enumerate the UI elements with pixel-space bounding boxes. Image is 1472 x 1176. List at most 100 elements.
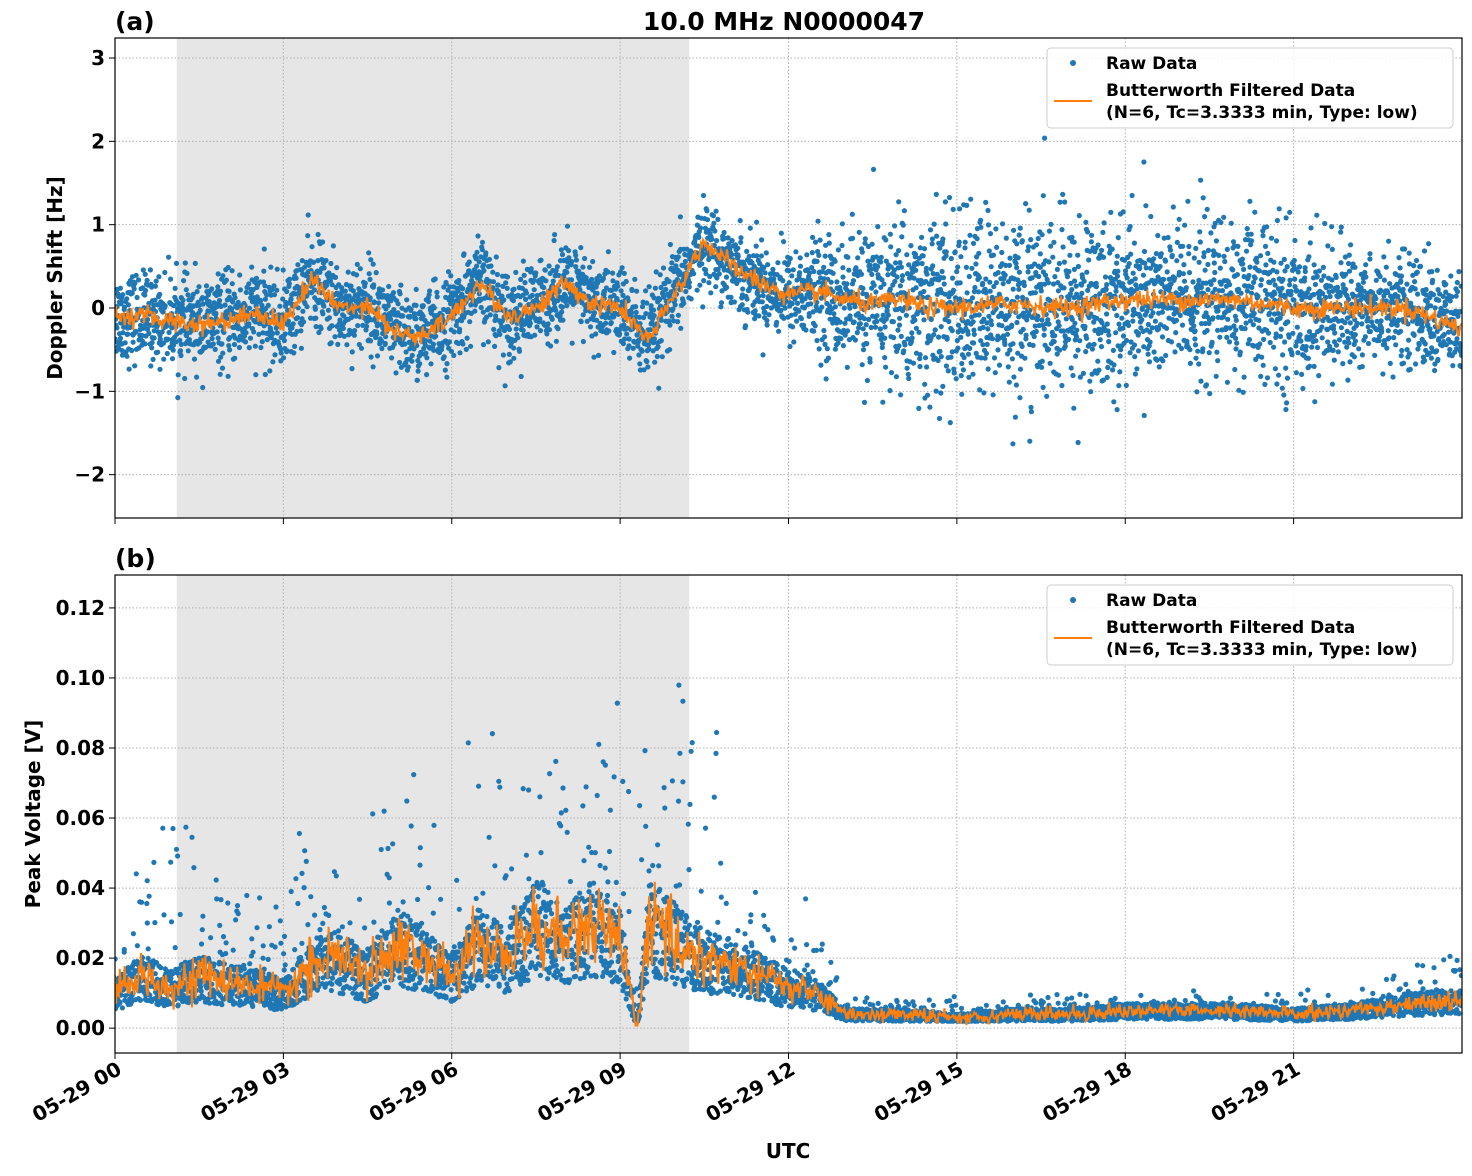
raw-data-point (951, 288, 956, 293)
raw-data-point (1004, 236, 1009, 241)
raw-data-point (655, 354, 660, 359)
raw-data-point (352, 328, 357, 333)
raw-data-point (1353, 332, 1358, 337)
raw-data-point (1026, 269, 1031, 274)
raw-data-point (1315, 345, 1320, 350)
raw-data-point (1067, 253, 1072, 258)
raw-data-point (863, 332, 868, 337)
raw-data-point (895, 274, 900, 279)
raw-data-point (1332, 330, 1337, 335)
raw-data-point (274, 288, 279, 293)
raw-data-point (1161, 277, 1166, 282)
raw-data-point (899, 265, 904, 270)
raw-data-point (1106, 339, 1111, 344)
raw-data-point (223, 302, 228, 307)
raw-data-point (313, 316, 318, 321)
raw-data-point (254, 276, 259, 281)
raw-data-point (1212, 260, 1217, 265)
raw-data-point (993, 226, 998, 231)
raw-data-point (1031, 343, 1036, 348)
raw-data-point (1058, 200, 1063, 205)
raw-data-point (343, 289, 348, 294)
raw-data-point (352, 333, 357, 338)
raw-data-point (547, 263, 552, 268)
raw-data-point (224, 278, 229, 283)
raw-data-point (1007, 380, 1012, 385)
raw-data-point (1104, 287, 1109, 292)
raw-data-point (1195, 349, 1200, 354)
raw-data-point (1170, 253, 1175, 258)
raw-data-point (452, 329, 457, 334)
raw-data-point (271, 283, 276, 288)
raw-data-point (770, 267, 775, 272)
raw-data-point (841, 343, 846, 348)
raw-data-point (1079, 291, 1084, 296)
raw-data-point (1229, 221, 1234, 226)
raw-data-point (698, 225, 703, 230)
raw-data-point (451, 353, 456, 358)
raw-data-point (794, 319, 799, 324)
raw-data-point (513, 270, 518, 275)
raw-data-point (940, 236, 945, 241)
raw-data-point (1413, 286, 1418, 291)
raw-data-point (118, 336, 123, 341)
raw-data-point (1050, 255, 1055, 260)
raw-data-point (610, 271, 615, 276)
raw-data-point (1193, 356, 1198, 361)
raw-data-point (980, 281, 985, 286)
y-tick-label: 2 (91, 129, 105, 153)
raw-data-point (896, 343, 901, 348)
raw-data-point (1352, 354, 1357, 359)
raw-data-point (246, 321, 251, 326)
raw-data-point (1404, 282, 1409, 287)
raw-data-point (930, 241, 935, 246)
raw-data-point (1148, 339, 1153, 344)
raw-data-point (853, 337, 858, 342)
raw-data-point (1244, 249, 1249, 254)
raw-data-point (1169, 339, 1174, 344)
raw-data-point (195, 289, 200, 294)
raw-data-point (253, 372, 258, 377)
raw-data-point (1275, 311, 1280, 316)
raw-data-point (1216, 253, 1221, 258)
raw-data-point (1132, 241, 1137, 246)
raw-data-point (1287, 278, 1292, 283)
raw-data-point (653, 286, 658, 291)
raw-data-point (580, 265, 585, 270)
raw-data-point (873, 289, 878, 294)
raw-data-point (1206, 248, 1211, 253)
raw-data-point (695, 288, 700, 293)
raw-data-point (1274, 238, 1279, 243)
y-tick-label: 0 (91, 296, 105, 320)
raw-data-point (1147, 359, 1152, 364)
raw-data-point (1321, 273, 1326, 278)
raw-data-point (198, 308, 203, 313)
raw-data-point (930, 263, 935, 268)
raw-data-point (948, 420, 953, 425)
raw-data-point (1300, 386, 1305, 391)
raw-data-point (132, 286, 137, 291)
raw-data-point (645, 364, 650, 369)
raw-data-point (879, 255, 884, 260)
raw-data-point (344, 342, 349, 347)
raw-data-point (1434, 348, 1439, 353)
raw-data-point (279, 350, 284, 355)
raw-data-point (631, 346, 636, 351)
raw-data-point (1254, 260, 1259, 265)
raw-data-point (836, 340, 841, 345)
raw-data-point (913, 268, 918, 273)
raw-data-point (1338, 293, 1343, 298)
raw-data-point (1285, 319, 1290, 324)
raw-data-point (1115, 269, 1120, 274)
raw-data-point (827, 241, 832, 246)
raw-data-point (1028, 237, 1033, 242)
raw-data-point (555, 264, 560, 269)
raw-data-point (1297, 264, 1302, 269)
raw-data-point (1234, 341, 1239, 346)
raw-data-point (1099, 344, 1104, 349)
raw-data-point (833, 347, 838, 352)
raw-data-point (1038, 251, 1043, 256)
raw-data-point (1205, 328, 1210, 333)
raw-data-point (1337, 337, 1342, 342)
raw-data-point (1443, 302, 1448, 307)
